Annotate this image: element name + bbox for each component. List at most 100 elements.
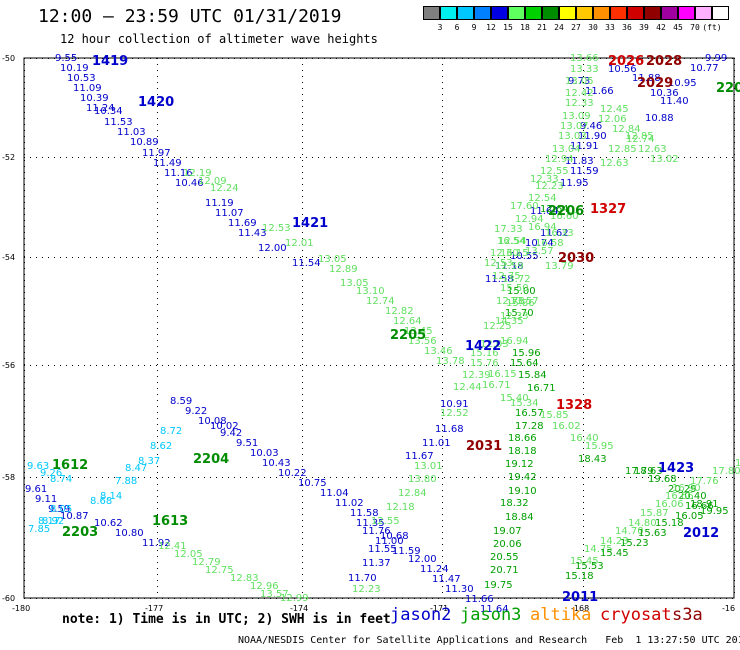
grid-dot — [157, 430, 158, 431]
swh-value: 7.88 — [115, 476, 137, 487]
swh-value: 8.59 — [170, 396, 192, 407]
grid-dot — [444, 477, 445, 478]
grid-dot — [282, 257, 283, 258]
grid-dot — [734, 490, 735, 491]
grid-dot — [456, 365, 457, 366]
scale-label: 39 — [639, 23, 649, 32]
grid-dot — [108, 365, 109, 366]
grid-dot — [734, 94, 735, 95]
grid-dot — [528, 365, 529, 366]
grid-dot — [708, 157, 709, 158]
grid-dot — [588, 598, 589, 599]
grid-dot — [442, 100, 443, 101]
scale-swatch — [559, 6, 576, 20]
grid-dot — [24, 202, 25, 203]
grid-dot — [174, 257, 175, 258]
grid-dot — [157, 304, 158, 305]
grid-dot — [360, 257, 361, 258]
grid-dot — [402, 58, 403, 59]
grid-dot — [24, 274, 25, 275]
grid-dot — [552, 365, 553, 366]
grid-dot — [66, 477, 67, 478]
grid-dot — [696, 257, 697, 258]
grid-dot — [734, 142, 735, 143]
grid-dot — [157, 100, 158, 101]
swh-value: 13.80 — [408, 474, 437, 485]
swh-value: 10.55 — [510, 251, 539, 262]
grid-dot — [24, 118, 25, 119]
lat-tick-label: -58 — [2, 473, 15, 482]
grid-dot — [132, 365, 133, 366]
grid-dot — [583, 340, 584, 341]
grid-dot — [276, 58, 277, 59]
grid-dot — [54, 477, 55, 478]
grid-dot — [442, 184, 443, 185]
grid-dot — [258, 365, 259, 366]
grid-dot — [234, 598, 235, 599]
grid-dot — [442, 376, 443, 377]
grid-dot — [438, 257, 439, 258]
grid-dot — [222, 58, 223, 59]
grid-dot — [302, 304, 303, 305]
grid-dot — [486, 157, 487, 158]
grid-dot — [624, 365, 625, 366]
swh-value: 11.16 — [164, 168, 193, 179]
grid-dot — [302, 394, 303, 395]
grid-dot — [734, 400, 735, 401]
grid-dot — [302, 166, 303, 167]
grid-dot — [216, 477, 217, 478]
grid-dot — [144, 257, 145, 258]
swh-value: 12.64 — [393, 316, 422, 327]
grid-dot — [583, 448, 584, 449]
grid-dot — [24, 532, 25, 533]
grid-dot — [156, 257, 157, 258]
grid-dot — [198, 365, 199, 366]
grid-dot — [302, 316, 303, 317]
grid-dot — [258, 257, 259, 258]
grid-dot — [442, 94, 443, 95]
grid-dot — [302, 292, 303, 293]
grid-dot — [734, 334, 735, 335]
grid-dot — [480, 477, 481, 478]
grid-dot — [583, 256, 584, 257]
grid-dot — [450, 477, 451, 478]
grid-dot — [180, 257, 181, 258]
grid-dot — [734, 118, 735, 119]
grid-dot — [157, 568, 158, 569]
lat-tick-label: -52 — [2, 153, 15, 162]
scale-label: 15 — [503, 23, 513, 32]
grid-dot — [240, 58, 241, 59]
grid-dot — [498, 365, 499, 366]
grid-dot — [720, 257, 721, 258]
swh-value: 12.53 — [262, 223, 291, 234]
grid-dot — [24, 184, 25, 185]
grid-dot — [48, 157, 49, 158]
grid-dot — [174, 598, 175, 599]
grid-dot — [442, 520, 443, 521]
grid-dot — [522, 598, 523, 599]
grid-dot — [66, 365, 67, 366]
grid-dot — [456, 58, 457, 59]
grid-dot — [157, 208, 158, 209]
swh-value: 19.12 — [505, 459, 534, 470]
grid-dot — [468, 257, 469, 258]
swh-value: 16.71 — [527, 383, 556, 394]
grid-dot — [157, 184, 158, 185]
grid-dot — [24, 477, 25, 478]
grid-dot — [442, 238, 443, 239]
grid-dot — [24, 514, 25, 515]
grid-dot — [583, 322, 584, 323]
grid-dot — [302, 70, 303, 71]
axis-ticks: -50-52-54-56-58-60-180 -177 -174 -171 -168 -1… — [2, 54, 735, 613]
grid-dot — [360, 477, 361, 478]
grid-dot — [312, 365, 313, 366]
grid-dot — [24, 148, 25, 149]
grid-dot — [216, 598, 217, 599]
grid-dot — [498, 257, 499, 258]
grid-dot — [302, 124, 303, 125]
grid-dot — [734, 424, 735, 425]
scale-swatch — [695, 6, 712, 20]
grid-dot — [734, 196, 735, 197]
grid-dot — [734, 484, 735, 485]
grid-dot — [583, 226, 584, 227]
